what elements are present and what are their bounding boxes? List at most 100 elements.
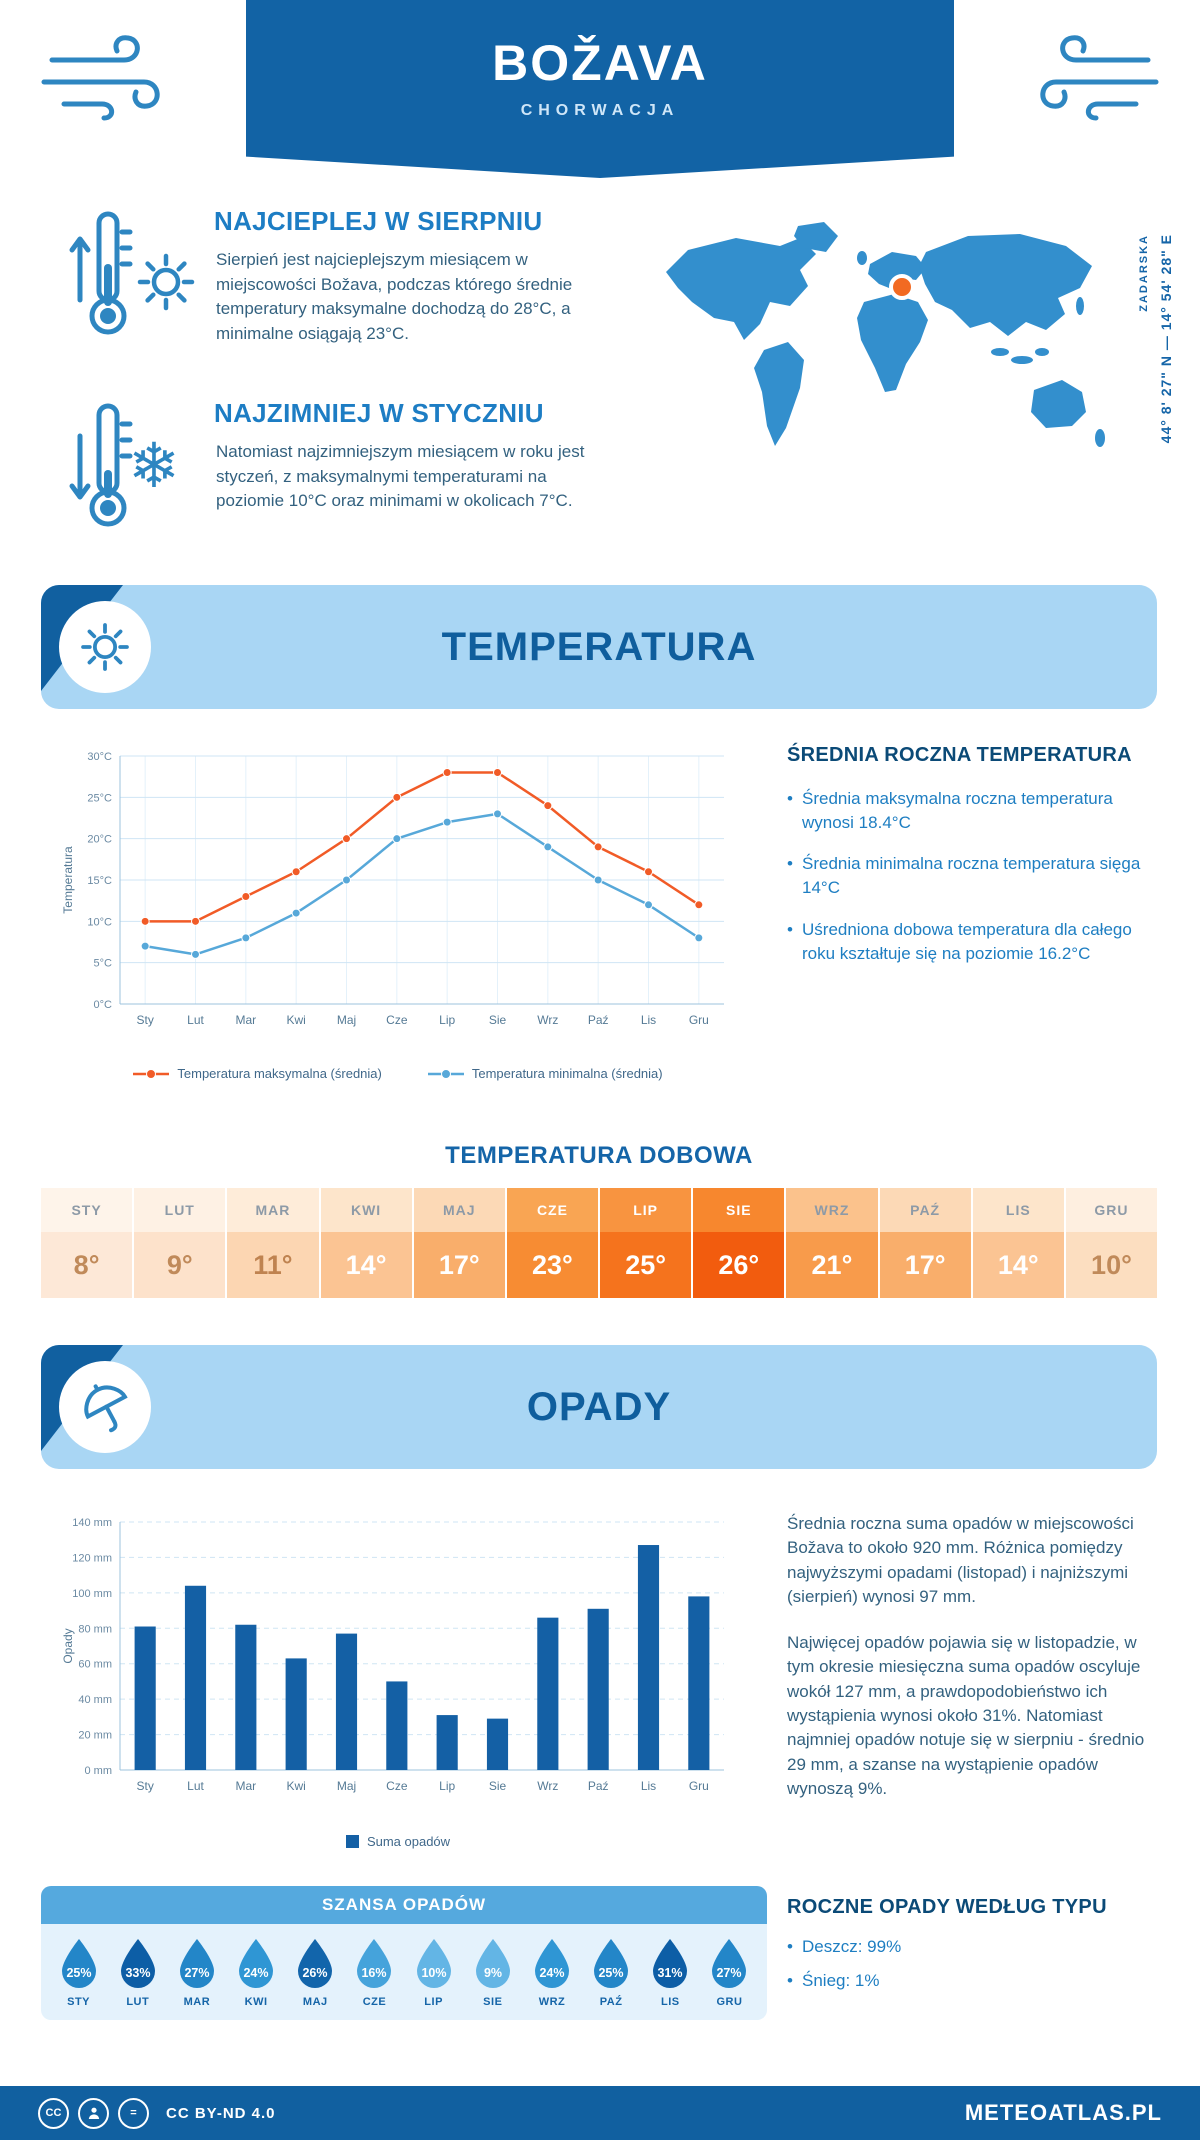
svg-text:Lut: Lut: [187, 1013, 204, 1027]
precipitation-section-title: OPADY: [526, 1384, 672, 1429]
droplet-icon: 26%: [298, 1939, 333, 1988]
precipitation-chart-legend: Suma opadów: [58, 1834, 738, 1849]
svg-text:Maj: Maj: [337, 1013, 356, 1027]
svg-text:5°C: 5°C: [94, 958, 113, 970]
precipitation-paragraph: Najwięcej opadów pojawia się w listopadz…: [787, 1633, 1145, 1798]
legend-label: Temperatura maksymalna (średnia): [177, 1066, 382, 1081]
precipitation-section-banner: OPADY: [41, 1345, 1157, 1469]
temp-table-column: MAJ 17°: [413, 1188, 507, 1298]
temp-table-month: CZE: [506, 1188, 599, 1232]
bar: [436, 1715, 458, 1770]
legend-line-glyph: [427, 1068, 464, 1079]
svg-text:Mar: Mar: [235, 1779, 256, 1793]
rain-chance-item: 25% STY: [49, 1937, 108, 2008]
rain-chance-month: SIE: [483, 1996, 503, 2008]
rain-chance-month: MAJ: [302, 1996, 328, 2008]
legend-label: Temperatura minimalna (średnia): [471, 1066, 663, 1081]
wind-icon: [1034, 26, 1162, 135]
svg-text:10°C: 10°C: [87, 916, 112, 928]
data-point: [593, 875, 603, 885]
svg-text:Paź: Paź: [588, 1779, 609, 1793]
footer: CC = CC BY-ND 4.0 METEOATLAS.PL: [0, 2086, 1200, 2140]
precipitation-chart: 0 mm 20 mm 40 mm 60 mm 80 mm 100 mm 120 mm 140 …: [58, 1508, 738, 1810]
droplet-icon: 24%: [239, 1939, 274, 1988]
legend-square-glyph: [345, 1835, 359, 1848]
temp-table-column: GRU 10°: [1065, 1188, 1158, 1298]
svg-text:31%: 31%: [658, 1966, 683, 1980]
site-name: METEOATLAS.PL: [964, 2100, 1162, 2125]
data-point: [392, 834, 402, 844]
temp-table-month: LUT: [134, 1188, 226, 1232]
cold-month-text: Natomiast najzimniejszym miesiącem w rok…: [216, 442, 585, 511]
droplet-icon: 33%: [120, 1939, 155, 1988]
svg-text:26%: 26%: [303, 1966, 328, 1980]
temp-table-column: LIP 25°: [600, 1188, 694, 1298]
rain-chance-item: 24% WRZ: [522, 1937, 581, 2008]
legend-label: Suma opadów: [366, 1834, 451, 1849]
rain-chance-panel: SZANSA OPADÓW 25% STY 33% LUT 27% MAR 24% KWI 26…: [41, 1886, 767, 2020]
bar: [688, 1596, 710, 1770]
warm-month-heading: NAJCIEPLEJ W SIERPNIU: [214, 206, 543, 236]
temp-table-column: CZE 23°: [506, 1188, 601, 1298]
data-point: [694, 933, 704, 943]
temp-table-value: 17°: [413, 1232, 505, 1298]
rain-chance-item: 33% LUT: [108, 1937, 167, 2008]
temp-table-value: 9°: [134, 1232, 226, 1298]
svg-text:120 mm: 120 mm: [72, 1552, 112, 1564]
temp-table-month: KWI: [320, 1188, 412, 1232]
data-point: [291, 867, 301, 877]
svg-text:Cze: Cze: [386, 1013, 408, 1027]
rain-chance-item: 31% LIS: [641, 1937, 700, 2008]
svg-text:25°C: 25°C: [87, 792, 112, 804]
temperature-bullet: Średnia minimalna roczna temperatura się…: [787, 852, 1161, 900]
precipitation-type: Śnieg: 1%: [787, 1969, 1161, 1993]
precipitation-type: Deszcz: 99%: [787, 1935, 1161, 1959]
no-derivatives-icon: =: [118, 2097, 149, 2129]
temperature-summary-heading: ŚREDNIA ROCZNA TEMPERATURA: [787, 744, 1132, 766]
temp-table-column: KWI 14°: [320, 1188, 414, 1298]
temp-table-value: 8°: [41, 1232, 133, 1298]
thermometer-up-icon: [68, 208, 144, 345]
data-point: [543, 842, 553, 852]
temp-table-month: MAJ: [413, 1188, 505, 1232]
svg-text:Sty: Sty: [136, 1013, 153, 1027]
data-point: [442, 817, 452, 827]
rain-chance-droplets: 25% STY 33% LUT 27% MAR 24% KWI 26% MAJ 16% CZE 10% L…: [41, 1924, 767, 2020]
temp-table-month: STY: [41, 1188, 133, 1232]
svg-text:Kwi: Kwi: [286, 1779, 305, 1793]
droplet-icon: 31%: [653, 1939, 688, 1988]
data-point: [291, 908, 301, 918]
data-point: [241, 892, 251, 902]
data-point: [191, 916, 200, 926]
cc-icon: CC: [38, 2097, 69, 2129]
droplet-icon: 25%: [61, 1939, 96, 1988]
data-point: [442, 768, 452, 778]
svg-text:Paź: Paź: [588, 1013, 609, 1027]
svg-text:15°C: 15°C: [87, 875, 112, 887]
temperature-section-title: TEMPERATURA: [441, 624, 757, 669]
svg-text:Gru: Gru: [689, 1779, 709, 1793]
svg-text:Lis: Lis: [641, 1013, 656, 1027]
svg-text:9%: 9%: [484, 1966, 502, 1980]
legend-item: Temperatura minimalna (średnia): [427, 1066, 663, 1081]
data-point: [342, 875, 351, 885]
temp-table-value: 21°: [786, 1232, 878, 1298]
svg-text:27%: 27%: [717, 1966, 742, 1980]
snowflake-icon: ❄: [128, 432, 180, 501]
data-point: [644, 900, 653, 910]
temp-table-value: 14°: [320, 1232, 412, 1298]
svg-text:80 mm: 80 mm: [78, 1623, 112, 1635]
wind-icon: [38, 26, 166, 135]
svg-text:20 mm: 20 mm: [78, 1730, 112, 1742]
temperature-bullet: Uśredniona dobowa temperatura dla całego…: [787, 918, 1161, 966]
droplet-icon: 10%: [416, 1939, 451, 1988]
world-map: [648, 210, 1128, 505]
temp-table-value: 17°: [879, 1232, 971, 1298]
sun-icon: [59, 601, 151, 693]
thermometer-down-icon: [68, 400, 144, 537]
bar: [335, 1633, 358, 1770]
daily-temperature-title: TEMPERATURA DOBOWA: [445, 1142, 753, 1169]
svg-text:10%: 10%: [421, 1966, 446, 1980]
svg-text:Temperatura: Temperatura: [61, 846, 75, 914]
